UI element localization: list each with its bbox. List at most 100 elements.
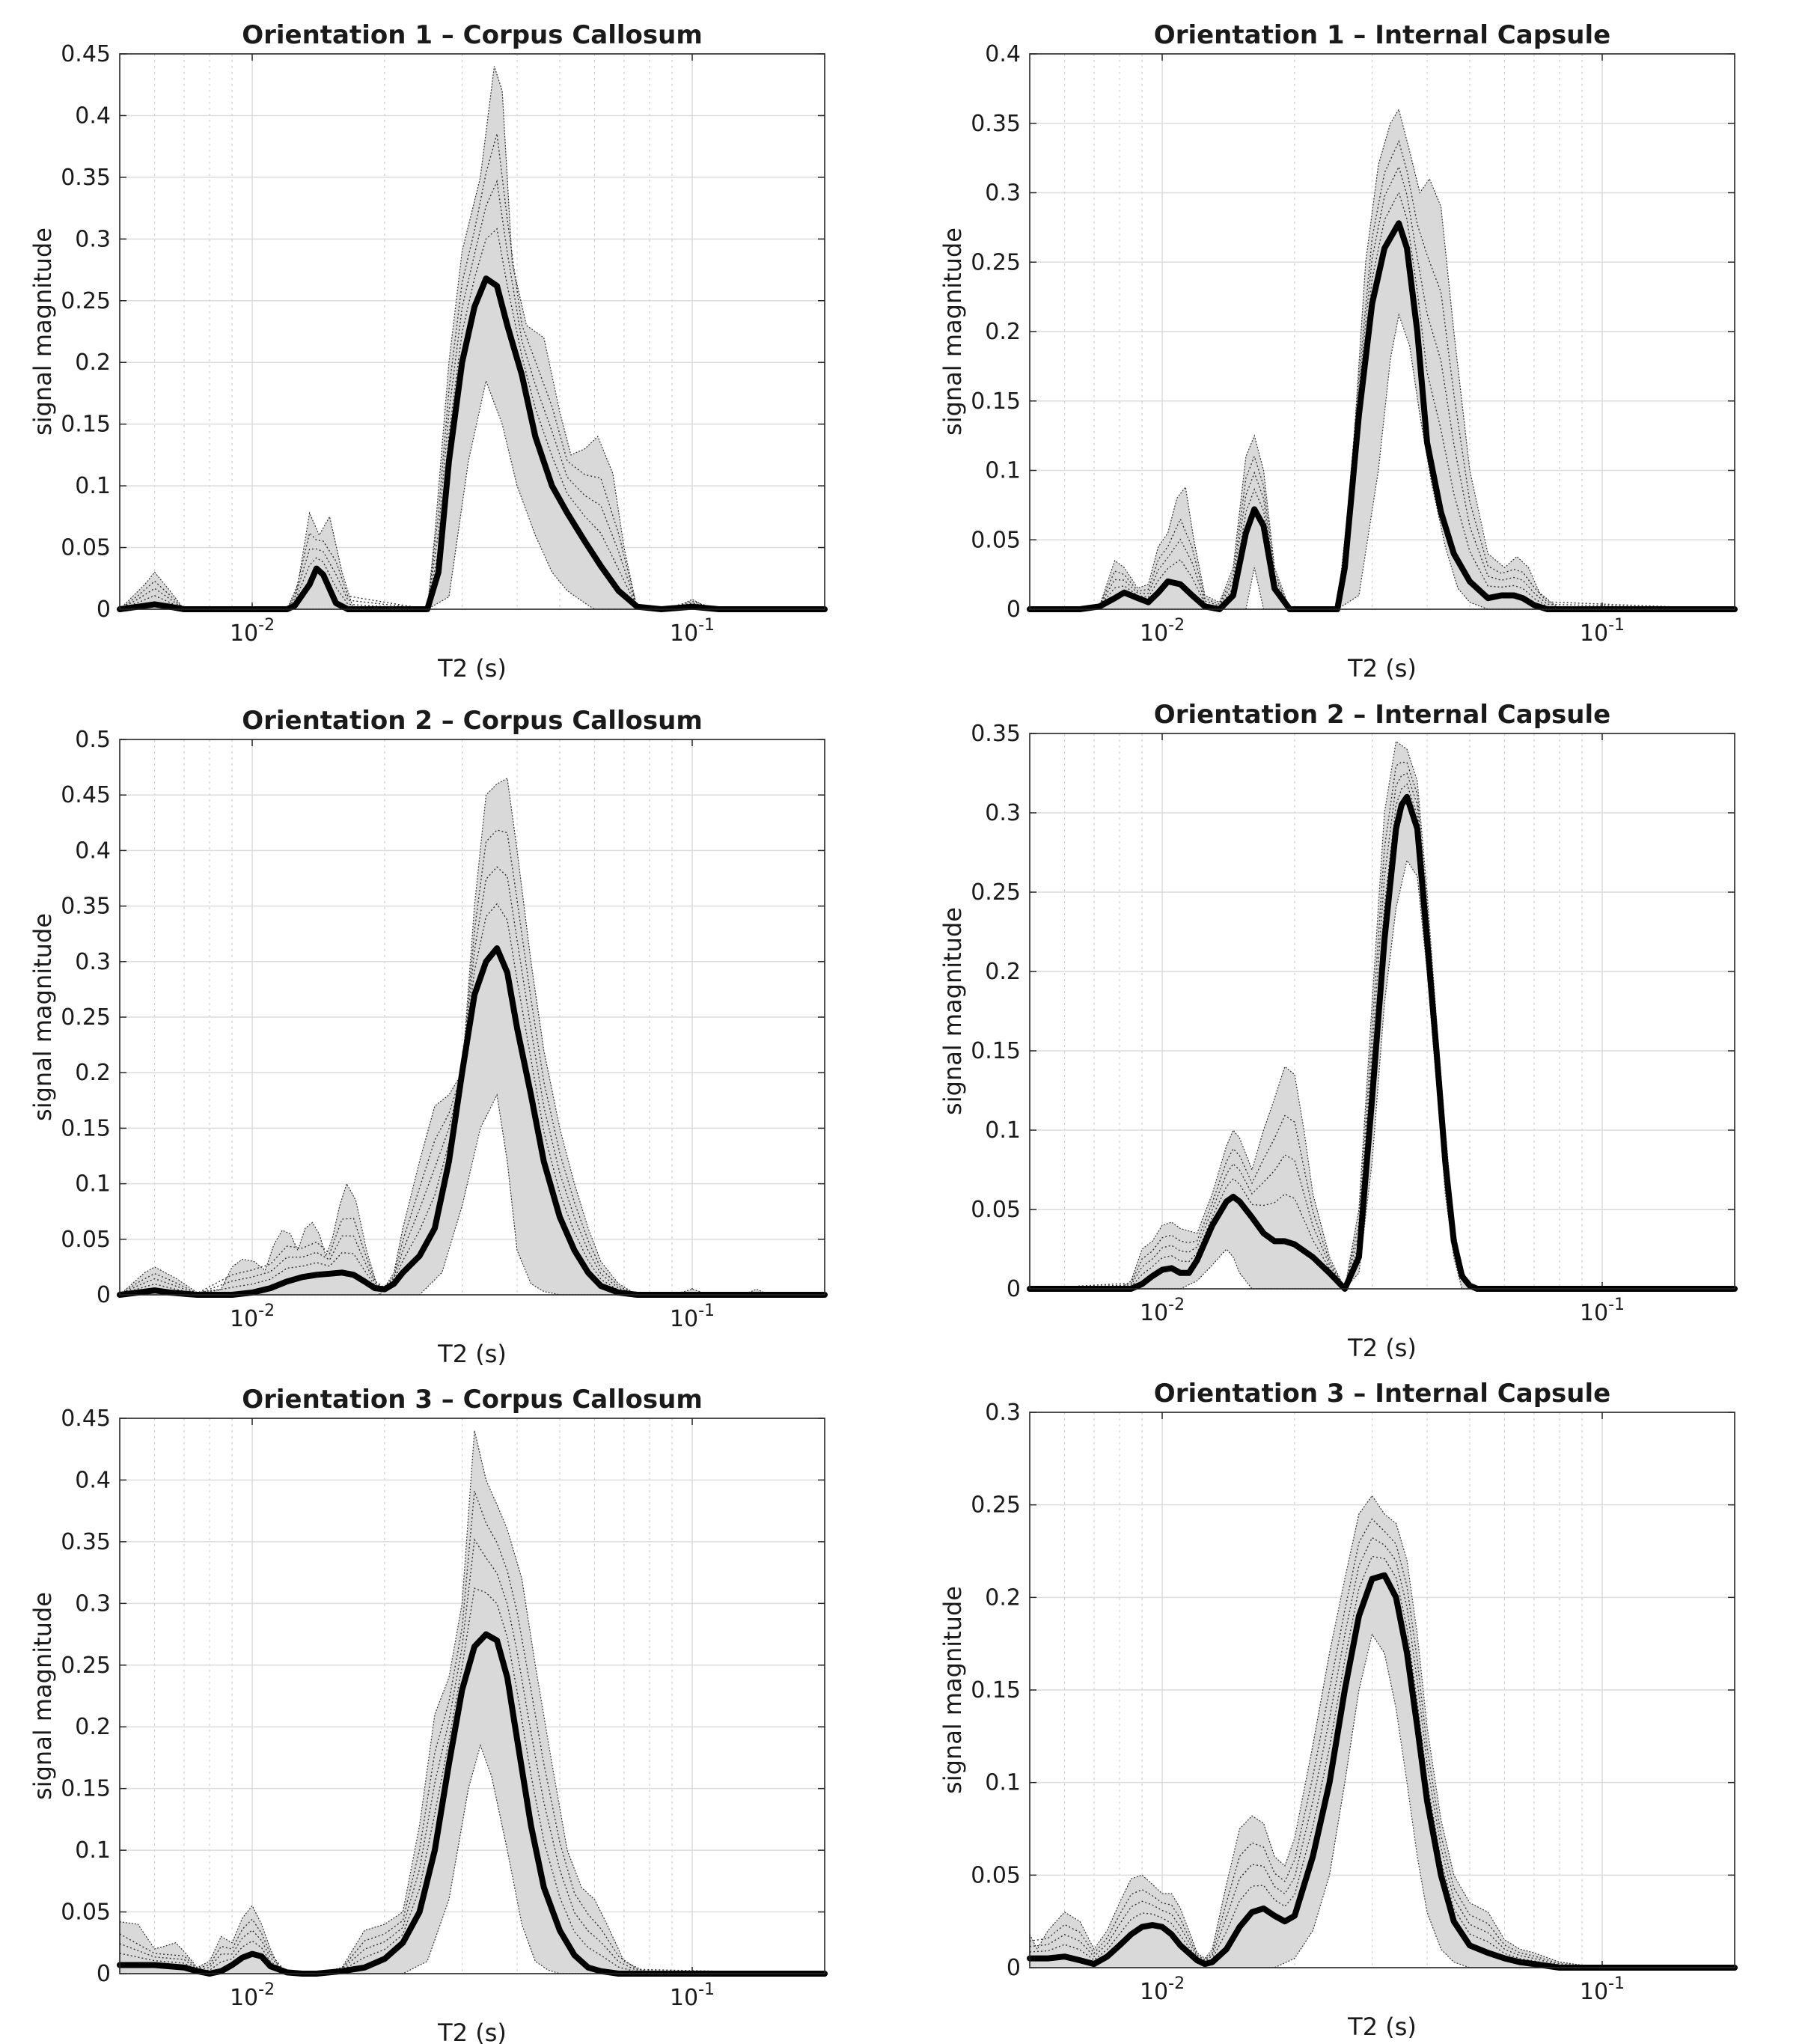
axes-frame [1029, 1412, 1735, 1968]
y-tick-label: 0.1 [985, 1770, 1021, 1796]
x-tick-exponent: -2 [258, 1302, 275, 1320]
subject-curve [1029, 772, 1735, 1290]
y-tick-label: 0.45 [61, 1406, 111, 1432]
x-tick-exponent: -1 [698, 1980, 715, 1999]
y-axis-label: signal magnitude [28, 1592, 57, 1800]
y-tick-label: 0.3 [985, 800, 1021, 826]
subject-curve [119, 1491, 825, 1974]
y-tick-label: 0.35 [971, 111, 1021, 137]
y-tick-label: 0.25 [61, 1004, 111, 1031]
x-tick-label: 10-1 [670, 1980, 715, 2011]
y-tick-label: 0 [1007, 597, 1021, 623]
x-tick-base: 10 [670, 1306, 698, 1332]
y-tick-label: 0.3 [75, 949, 111, 975]
y-tick-label: 0 [1007, 1955, 1021, 1981]
y-tick-label: 0 [97, 1282, 111, 1308]
x-axis: 10 -2 10-1 [230, 54, 715, 647]
y-tick-label: 0.5 [75, 727, 111, 753]
y-tick-label: 0.2 [985, 1584, 1021, 1611]
envelope-band [118, 66, 825, 610]
y-tick-label: 0.3 [75, 1590, 111, 1617]
x-tick-label: 10-1 [670, 616, 715, 647]
mean-curve [117, 275, 828, 612]
y-tick-label: 0.1 [985, 1117, 1021, 1144]
y-tick-label: 0.1 [75, 1837, 111, 1864]
panel-title: Orientation 1 – Internal Capsule [1154, 20, 1610, 50]
x-tick-label: 10-2 [1140, 1296, 1185, 1326]
minor-grid [1063, 733, 1603, 1289]
x-tick-base: 10 [230, 1306, 258, 1332]
x-tick-label: 10-2 [1140, 1974, 1185, 2005]
y-tick-label: 0.25 [61, 1653, 111, 1679]
x-tick-label: 10-2 [230, 1980, 275, 2011]
y-tick-label: 0.2 [75, 1060, 111, 1086]
y-tick-label: 0.15 [971, 1677, 1021, 1703]
y-axis-label: signal magnitude [938, 1586, 967, 1794]
panel-orientation-2-corpus-callosum: 00.050.10.150.20.250.30.350.40.450.510-2… [28, 706, 828, 1368]
subject-curve [119, 1587, 825, 1974]
x-tick-label: 10-1 [670, 1302, 715, 1332]
y-tick-label: 0.15 [61, 1776, 111, 1802]
y-tick-label: 0.15 [971, 388, 1021, 415]
y-axis: 0 0.05 0.1 0.15 0.2 0.25 0.3 [971, 1400, 1735, 1981]
x-tick-base: 10 [1580, 620, 1608, 647]
y-tick-label: 0.4 [75, 838, 111, 864]
y-axis: 0 0.05 0.1 0.15 0.2 0.25 0.3 0.35 0.4 0.45 [61, 1406, 825, 1987]
y-tick-label: 0.4 [75, 1467, 111, 1493]
panel-title: Orientation 3 – Corpus Callosum [242, 1385, 703, 1415]
y-tick-label: 0.05 [61, 1227, 111, 1253]
subject-curve [119, 133, 825, 610]
y-tick-label: 0.3 [75, 226, 111, 252]
axes-frame [1029, 733, 1735, 1290]
axes-frame [1029, 53, 1735, 610]
y-tick-label: 0.25 [971, 879, 1021, 906]
y-tick-label: 0.35 [971, 721, 1021, 747]
x-axis-label: T2 (s) [437, 654, 507, 683]
x-tick-exponent: -2 [258, 1980, 275, 1999]
y-tick-label: 0.25 [971, 1492, 1021, 1519]
y-tick-label: 0.2 [985, 959, 1021, 985]
panel-title: Orientation 3 – Internal Capsule [1154, 1379, 1610, 1409]
y-tick-label: 0.35 [61, 165, 111, 191]
y-tick-label: 0.1 [75, 1171, 111, 1198]
panel-orientation-1-internal-capsule: 00.050.10.150.20.250.30.350.410-2 10-1Ori… [938, 20, 1738, 683]
x-tick-exponent: -1 [698, 1302, 715, 1320]
y-tick-label: 0.25 [971, 249, 1021, 275]
x-tick-base: 10 [1580, 1979, 1608, 2005]
x-tick-exponent: -2 [258, 616, 275, 635]
mean-curve [117, 945, 828, 1298]
y-tick-label: 0.3 [985, 180, 1021, 207]
x-tick-label: 10-2 [1140, 616, 1185, 647]
x-axis-label: T2 (s) [1347, 1334, 1417, 1362]
x-tick-base: 10 [670, 1985, 698, 2011]
panel-orientation-3-internal-capsule: 00.050.10.150.20.250.310-2 10-1Orientatio… [938, 1379, 1738, 2041]
subject-curve [119, 829, 825, 1296]
axes-frame [119, 53, 825, 610]
y-axis-label: signal magnitude [28, 228, 57, 436]
y-axis-label: signal magnitude [938, 907, 967, 1115]
mean-curve [1027, 1572, 1738, 1971]
subject-curve [119, 866, 825, 1296]
x-axis: 10-2 10-1 [1140, 1412, 1625, 2005]
y-axis-label: signal magnitude [28, 913, 57, 1121]
x-axis: 10-2 10-1 [1140, 54, 1625, 647]
x-tick-base: 10 [1140, 1300, 1168, 1326]
y-tick-label: 0.1 [75, 473, 111, 499]
axes-frame [119, 739, 825, 1296]
y-tick-label: 0.15 [61, 1115, 111, 1141]
y-tick-label: 0.2 [985, 319, 1021, 345]
x-tick-exponent: -2 [1168, 1296, 1185, 1314]
y-tick-label: 0.4 [75, 103, 111, 129]
x-axis-label: T2 (s) [1347, 654, 1417, 683]
y-tick-label: 0.45 [61, 41, 111, 67]
x-tick-base: 10 [670, 620, 698, 647]
x-tick-exponent: -1 [698, 616, 715, 635]
x-tick-exponent: -1 [1608, 1296, 1625, 1314]
y-tick-label: 0.2 [75, 1714, 111, 1740]
x-tick-label: 10-1 [1580, 1974, 1625, 2005]
y-tick-label: 0 [1007, 1276, 1021, 1302]
x-tick-exponent: -2 [1168, 616, 1185, 635]
